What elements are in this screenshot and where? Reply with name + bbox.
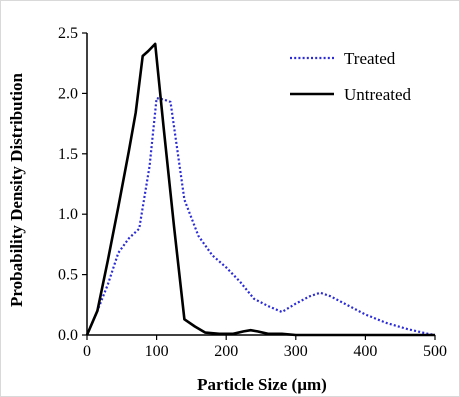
y-tick-label: 0.5 xyxy=(58,267,78,284)
legend-label-untreated: Untreated xyxy=(344,85,412,104)
legend-label-treated: Treated xyxy=(344,49,396,68)
y-tick-label: 1.5 xyxy=(58,146,78,163)
x-tick-label: 500 xyxy=(423,343,447,360)
x-tick-label: 200 xyxy=(214,343,238,360)
x-tick-label: 300 xyxy=(284,343,308,360)
x-tick-label: 0 xyxy=(83,343,91,360)
y-tick-label: 2.0 xyxy=(58,85,78,102)
plot-lines xyxy=(85,42,436,337)
x-tick-label: 400 xyxy=(353,343,377,360)
y-tick-label: 1.0 xyxy=(58,206,78,223)
y-axis-title: Probability Density Distribution xyxy=(7,72,26,306)
y-tick-label: 2.5 xyxy=(58,25,78,42)
ticks: 0 100 200 300 400 500 0.0 0.5 1.0 1.5 2.0 2.5 xyxy=(58,25,447,360)
series-line-untreated xyxy=(85,42,435,337)
x-tick-label: 100 xyxy=(145,343,169,360)
y-tick-label: 0.0 xyxy=(58,327,78,344)
legend: Treated Untreated xyxy=(290,49,412,104)
series-line-treated xyxy=(85,97,436,337)
axes xyxy=(86,33,435,336)
x-axis-title: Particle Size (µm) xyxy=(197,375,327,394)
